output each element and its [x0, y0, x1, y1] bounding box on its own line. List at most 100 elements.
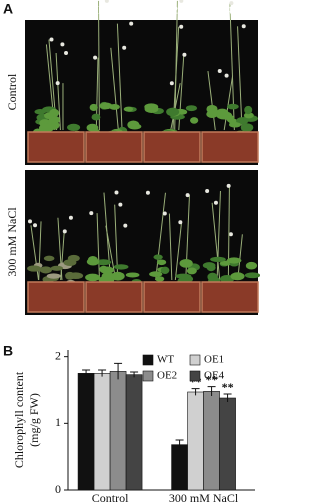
leaf	[226, 257, 242, 264]
flower	[89, 211, 94, 216]
leaf	[227, 103, 239, 110]
leaf	[34, 109, 47, 115]
stem	[96, 213, 100, 281]
error-bar	[82, 369, 91, 377]
leaf	[99, 102, 113, 110]
bar	[171, 444, 188, 491]
column-label: WT	[46, 5, 63, 17]
flower	[104, 0, 109, 3]
flower	[229, 1, 234, 6]
leaf	[85, 273, 101, 282]
legend-label: OE2	[157, 370, 177, 382]
leaf	[39, 123, 54, 133]
leaf	[240, 123, 254, 132]
leaf	[43, 255, 55, 262]
flower	[228, 232, 233, 237]
leaf	[101, 271, 115, 281]
flower	[179, 24, 184, 29]
bar	[187, 391, 204, 491]
error-bar	[175, 439, 184, 450]
pot	[85, 281, 143, 313]
leaf	[243, 112, 254, 119]
leaf	[160, 266, 170, 275]
flower	[178, 220, 183, 225]
y-tick-label: 2	[55, 348, 61, 362]
x-tick-label: 300 mM NaCl	[169, 491, 239, 504]
leaf	[155, 276, 165, 282]
leaf	[27, 265, 41, 272]
flower	[185, 193, 190, 198]
flower	[182, 52, 187, 57]
bar	[93, 373, 111, 491]
flower	[33, 223, 38, 228]
column-label: OE2	[158, 5, 178, 17]
leaf	[149, 271, 163, 277]
leaf	[127, 120, 140, 130]
stem	[155, 192, 166, 281]
pot	[27, 281, 85, 313]
row-label: Control	[5, 73, 19, 110]
stem	[216, 190, 221, 281]
flower	[169, 81, 174, 86]
y-axis-label: Chlorophyll content	[12, 371, 26, 468]
significance: **	[206, 372, 218, 386]
stem	[170, 83, 181, 131]
stem	[116, 23, 123, 131]
y-axis-label: (mg/g FW)	[27, 393, 41, 447]
stem	[237, 26, 243, 131]
error-bar	[223, 393, 232, 402]
leaf	[219, 274, 235, 284]
stem	[211, 202, 221, 281]
leaf	[123, 106, 134, 112]
flower	[217, 69, 222, 74]
leaf	[86, 258, 100, 266]
figure: A B WT OE1 OE2 OE4 Control 300 mM NaCl 0 1 2 Chlo…	[3, 0, 260, 504]
leaf	[44, 112, 54, 120]
legend-swatch	[142, 354, 154, 366]
leaf	[244, 272, 260, 279]
bar	[77, 373, 95, 491]
error-bar	[130, 371, 139, 378]
leaf	[39, 266, 52, 274]
bar	[125, 374, 143, 491]
flower	[224, 73, 229, 78]
stem	[110, 47, 119, 131]
flower	[62, 229, 67, 234]
bar	[109, 371, 127, 491]
leaf	[210, 256, 226, 263]
flower	[49, 37, 54, 42]
leaf	[68, 272, 84, 280]
leaf	[89, 103, 98, 112]
stem	[223, 75, 234, 131]
row-label: 300 mM NaCl	[5, 207, 19, 277]
stem	[55, 52, 61, 131]
bar	[203, 391, 220, 491]
leaf	[186, 267, 197, 275]
flower	[162, 211, 167, 216]
legend-swatch	[142, 370, 154, 382]
leaf	[67, 254, 80, 262]
stem	[207, 70, 216, 131]
y-tick-label: 0	[55, 482, 61, 496]
flower	[145, 190, 150, 195]
leaf	[216, 108, 229, 116]
legend-label: OE4	[204, 370, 225, 382]
leaf	[181, 275, 194, 283]
stem	[168, 213, 173, 281]
flower	[122, 45, 127, 50]
leaf	[95, 259, 112, 266]
error-bar	[207, 386, 216, 396]
flower	[226, 183, 231, 188]
leaf	[179, 259, 193, 268]
flower	[213, 200, 218, 205]
leaf	[245, 261, 258, 270]
flower	[123, 223, 128, 228]
legend-label: WT	[157, 354, 174, 366]
panel-label: B	[3, 343, 13, 359]
stem	[98, 0, 100, 131]
plants	[27, 0, 260, 313]
stem	[60, 231, 65, 281]
leaf	[67, 123, 81, 132]
leaf	[113, 264, 129, 270]
leaf	[229, 122, 241, 128]
